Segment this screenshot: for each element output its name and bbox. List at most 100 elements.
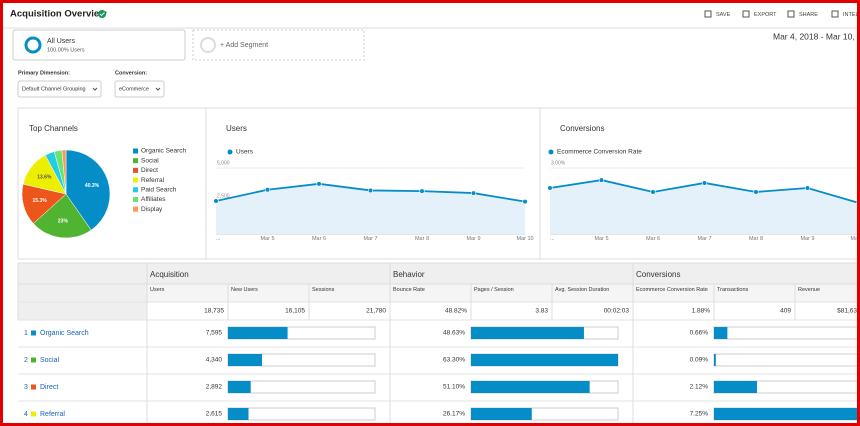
x-tick-label: Mar 5	[594, 236, 608, 242]
pie-slice	[61, 149, 67, 195]
point	[316, 181, 322, 187]
group-header: Conversions	[636, 270, 680, 279]
area	[216, 183, 525, 234]
control-label: Primary Dimension:	[18, 70, 70, 76]
column-header[interactable]: Ecommerce Conversion Rate	[636, 287, 708, 293]
point	[804, 185, 811, 191]
x-tick-label: Mar 5	[260, 236, 274, 242]
y-tick-label: 5,000	[217, 160, 230, 166]
point	[367, 187, 374, 194]
column-header[interactable]: Bounce Rate	[393, 287, 425, 293]
point	[419, 188, 425, 194]
legend-dot	[548, 149, 554, 155]
segment-card	[12, 29, 186, 61]
cell-value: 26.17%	[443, 411, 465, 418]
action-button[interactable]: SAVE	[716, 12, 731, 18]
dropdown	[17, 80, 102, 98]
pie-slice	[65, 149, 111, 231]
x-tick-label: Mar 7	[363, 236, 377, 242]
cell-value: 51.10%	[443, 384, 465, 391]
legend-swatch	[133, 187, 138, 193]
point	[264, 187, 271, 193]
x-tick-label: Mar 9	[466, 236, 480, 242]
bar-track	[227, 407, 376, 421]
point	[650, 189, 656, 195]
cell-value: 2.12%	[690, 384, 709, 391]
legend-label: Paid Search	[141, 187, 177, 194]
bar	[228, 354, 263, 366]
legend-swatch	[133, 197, 138, 202]
action-button[interactable]: EXPORT	[754, 12, 777, 18]
area	[550, 180, 859, 234]
segment-detail: 100.00% Users	[47, 47, 85, 53]
dropdown	[114, 80, 165, 98]
add-segment[interactable]: + Add Segment	[220, 42, 268, 49]
bar	[714, 354, 716, 366]
point	[753, 189, 759, 195]
bar	[471, 327, 584, 339]
point	[701, 180, 708, 186]
column-header[interactable]: New Users	[231, 287, 258, 293]
header-bar	[0, 0, 860, 28]
channel-swatch	[31, 411, 36, 417]
row-rank: 1	[24, 330, 28, 337]
slice-label: 40.3%	[85, 183, 100, 189]
dropdown-value[interactable]: Default Channel Grouping	[22, 86, 86, 92]
cell-value: 2,615	[206, 411, 223, 418]
total-value: 16,105	[285, 308, 305, 315]
date-range[interactable]: Mar 4, 2018 - Mar 10, 2018	[773, 31, 860, 41]
channel-swatch	[31, 330, 36, 336]
total-value: 3.83	[535, 308, 548, 315]
legend-swatch	[133, 177, 138, 183]
action-icon	[742, 10, 750, 18]
legend-label: Social	[141, 157, 159, 164]
action-button[interactable]: INTELLIGENCE	[843, 12, 860, 18]
channel-link[interactable]: Referral	[40, 411, 65, 418]
legend-label: Display	[141, 206, 163, 213]
bar	[228, 408, 249, 420]
x-tick-label: Mar 8	[415, 236, 429, 242]
total-value: 18,735	[204, 308, 224, 315]
action-button[interactable]: SHARE	[799, 12, 818, 18]
point	[547, 185, 553, 191]
action-icon	[831, 10, 839, 18]
segment-ring	[24, 36, 42, 54]
panel-title: Conversions	[560, 124, 604, 133]
bar-track	[713, 326, 860, 340]
add-segment-card	[192, 29, 365, 61]
x-tick-label: Mar 10	[516, 236, 533, 242]
channel-link[interactable]: Organic Search	[40, 330, 89, 337]
cell-value: 48.63%	[443, 330, 465, 337]
segment-name[interactable]: All Users	[47, 38, 76, 45]
column-header[interactable]: Users	[150, 287, 165, 293]
channel-link[interactable]: Social	[40, 357, 60, 364]
pie-slice	[33, 193, 92, 239]
cell-value: 0.66%	[690, 330, 709, 337]
legend-swatch	[133, 158, 138, 164]
x-tick-label: Mar 10	[850, 236, 860, 242]
column-header[interactable]: Transactions	[717, 287, 749, 293]
action-icon	[787, 10, 795, 18]
legend-label: Organic Search	[141, 148, 187, 155]
legend-swatch	[133, 206, 138, 212]
slice-label: 15.3%	[33, 198, 48, 204]
cell-value: 7,595	[206, 330, 223, 337]
column-header[interactable]: Avg. Session Duration	[555, 287, 610, 293]
channel-link[interactable]: Direct	[40, 384, 58, 391]
column-header[interactable]: Sessions	[312, 287, 335, 293]
column-header[interactable]: Pages / Session	[474, 287, 514, 293]
dropdown-value[interactable]: eCommerce	[119, 86, 149, 92]
slice-label: 23%	[58, 218, 69, 224]
bar	[714, 327, 728, 339]
total-value: 21,780	[366, 308, 386, 315]
total-value: 00:02:03	[604, 308, 630, 315]
column-header[interactable]: Revenue	[798, 287, 821, 293]
cell-value: 7.25%	[690, 411, 709, 418]
total-value: 1.88%	[692, 308, 711, 315]
cell-value: 2,892	[206, 384, 223, 391]
y-tick-label: 2,500	[217, 193, 230, 199]
legend-swatch	[133, 148, 138, 154]
x-tick-label: Mar 7	[697, 236, 711, 242]
add-segment-ring	[200, 37, 216, 53]
